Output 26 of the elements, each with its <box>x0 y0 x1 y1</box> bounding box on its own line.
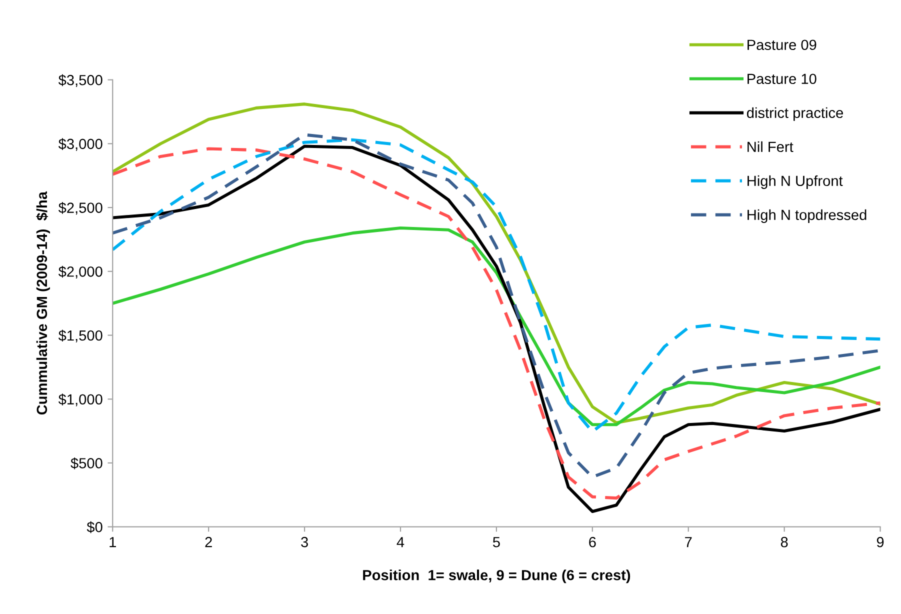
x-tick-label: 2 <box>205 536 212 548</box>
legend-label: High N Upfront <box>748 175 843 189</box>
x-tick-label: 1 <box>110 537 116 548</box>
legend-label: Nil Fert <box>748 141 794 152</box>
x-tick-label: 8 <box>780 536 788 548</box>
legend-label: district practice <box>746 107 843 121</box>
y-tick-label: $3,000 <box>58 138 102 151</box>
line-series <box>112 226 880 426</box>
x-tick-label: 3 <box>301 536 308 548</box>
x-tick-label: 9 <box>876 536 884 548</box>
legend-label: High N topdressed <box>748 209 866 223</box>
y-tick-label: $1,500 <box>58 330 102 342</box>
y-axis-title: Cummulative GM (2009-14) $/ha <box>36 191 50 415</box>
y-tick-label: $2,500 <box>58 202 102 215</box>
y-tick-label: $500 <box>70 457 102 470</box>
y-tick-label: $0 <box>86 521 102 534</box>
x-tick-label: 7 <box>685 537 692 548</box>
legend-label: Pasture 09 <box>748 40 816 50</box>
x-axis-title: Position 1= swale, 9 = Dune (6 = crest) <box>363 570 630 584</box>
y-tick-label: $3,500 <box>58 74 102 87</box>
x-tick-label: 4 <box>396 537 404 548</box>
x-tick-label: 5 <box>492 537 500 548</box>
x-tick-label: 6 <box>589 536 596 548</box>
y-tick-label: $1,000 <box>58 394 102 406</box>
legend-label: Pasture 10 <box>748 74 816 84</box>
y-tick-label: $2,000 <box>58 266 102 279</box>
